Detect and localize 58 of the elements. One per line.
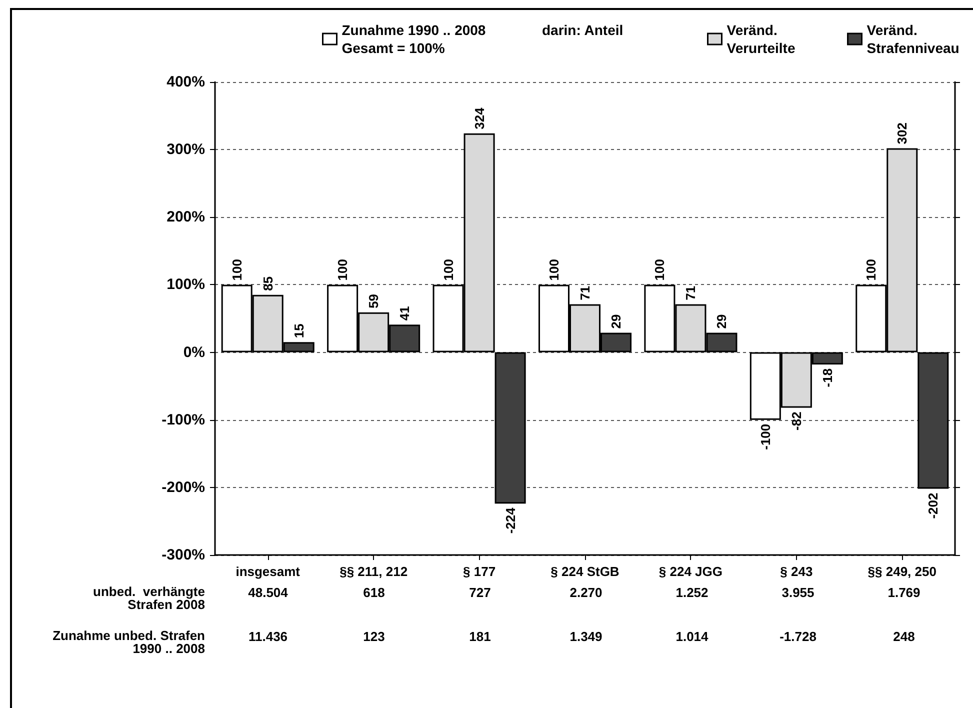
data-label: -202 — [926, 492, 941, 519]
data-label: -100 — [758, 424, 773, 450]
y-tick-label: -200% — [162, 478, 205, 496]
data-label: -18 — [820, 368, 835, 388]
legend-label: Veränd. Verurteilte — [726, 22, 796, 56]
x-tick-label: § 243 — [780, 564, 813, 579]
y-tick-label: 100% — [166, 276, 205, 294]
text: -1.728 — [780, 629, 816, 644]
data-label: 324 — [472, 106, 487, 130]
data-label: 71 — [578, 286, 592, 300]
y-tick-label: -100% — [162, 411, 205, 428]
data-label: 29 — [608, 314, 624, 329]
data-label: 15 — [291, 324, 306, 338]
x-tick-label: insgesamt — [236, 564, 301, 579]
data-label: 59 — [366, 294, 382, 308]
data-label: -82 — [788, 412, 804, 430]
data-label: 41 — [397, 306, 412, 321]
data-label: 302 — [894, 122, 910, 144]
text: 2.270 — [570, 585, 602, 600]
text: darin: Anteil — [542, 22, 624, 38]
data-label: 100 — [864, 259, 879, 281]
text: 618 — [363, 585, 385, 600]
y-tick-label: 0% — [183, 344, 205, 361]
y-tick-label: 200% — [166, 208, 205, 226]
data-label: 100 — [546, 259, 562, 281]
data-label: 100 — [229, 259, 244, 281]
text: 1.252 — [676, 585, 708, 600]
data-label: 85 — [260, 276, 276, 291]
y-tick-label: 400% — [166, 74, 205, 90]
text: 248 — [893, 629, 915, 644]
data-label: 100 — [652, 259, 668, 281]
text: Zunahme unbed. Strafen 1990 .. 2008 — [52, 628, 206, 656]
x-tick-label: § 224 JGG — [658, 564, 723, 579]
x-tick-label: §§ 211, 212 — [340, 564, 408, 579]
text: unbed. verhängte Strafen 2008 — [93, 584, 205, 612]
data-label: 29 — [714, 314, 730, 329]
text: 3.955 — [782, 585, 814, 600]
text: 123 — [363, 629, 385, 644]
legend-label: Veränd. Strafenniveau — [866, 22, 960, 56]
bar — [918, 352, 949, 489]
text: 1.769 — [888, 585, 920, 600]
y-tick-label: -300% — [162, 546, 205, 564]
text: 48.504 — [248, 585, 289, 600]
data-label: -224 — [502, 506, 518, 534]
x-tick-label: § 177 — [463, 564, 496, 579]
text: 1.014 — [676, 629, 710, 644]
data-label: 100 — [335, 259, 350, 281]
data-label: 71 — [683, 286, 698, 300]
text: 11.436 — [248, 629, 288, 644]
text: 727 — [469, 585, 491, 600]
y-tick-label: 300% — [166, 141, 205, 158]
bar — [494, 352, 526, 504]
text: 181 — [469, 629, 491, 644]
data-label: 100 — [440, 259, 456, 281]
legend-label: Zunahme 1990 .. 2008 Gesamt = 100% — [342, 22, 486, 56]
text: 1.349 — [570, 629, 602, 644]
x-tick-label: § 224 StGB — [550, 564, 620, 579]
x-tick-label: §§ 249, 250 — [868, 564, 936, 579]
